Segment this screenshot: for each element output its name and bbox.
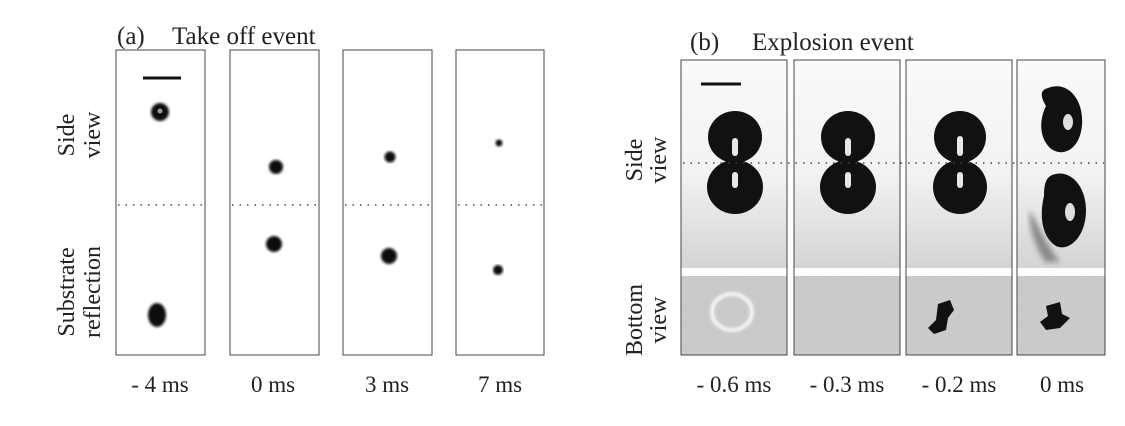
row-label-line: Substrate <box>54 247 80 336</box>
panel-label: (a) <box>117 23 145 50</box>
time-label: 0 ms <box>1040 372 1084 397</box>
droplet <box>269 160 283 174</box>
time-labels: - 0.6 ms - 0.3 ms - 0.2 ms 0 ms <box>697 372 1084 397</box>
photo-frame <box>793 59 901 356</box>
time-label: - 0.3 ms <box>810 372 885 397</box>
panel-b: (b) Explosion event Side view Bottom vie… <box>622 29 1106 397</box>
photo-frame <box>905 59 1013 356</box>
droplets <box>148 103 503 327</box>
panel-label: (b) <box>690 29 719 56</box>
reflection <box>381 248 397 264</box>
frames <box>680 59 1106 356</box>
exploding-droplet <box>1029 86 1086 262</box>
time-label: - 0.2 ms <box>922 372 997 397</box>
time-label: - 0.6 ms <box>697 372 772 397</box>
row-label-line: Bottom <box>622 284 648 356</box>
time-label: 0 ms <box>251 372 295 397</box>
panel-title: Explosion event <box>752 29 914 56</box>
photo-frame <box>455 49 545 356</box>
row-label: Side view Bottom view <box>622 136 672 356</box>
time-label: - 4 ms <box>131 372 189 397</box>
reflection <box>148 303 166 327</box>
row-label-line: view <box>80 111 106 158</box>
droplet-highlight <box>732 136 963 188</box>
droplet-pair <box>707 111 987 214</box>
reflection <box>266 236 282 252</box>
droplet <box>384 151 396 163</box>
row-label: Side view Substrate reflection <box>54 111 106 338</box>
time-label: 3 ms <box>365 372 409 397</box>
photo-frame <box>115 49 206 356</box>
frames <box>115 49 545 356</box>
photo-frame <box>342 49 433 356</box>
row-label-line: Side <box>54 114 80 157</box>
panel-a: (a) Take off event Side view Substrate r… <box>54 23 545 397</box>
photo-frame <box>1016 59 1106 356</box>
bottom-features <box>710 292 1070 334</box>
noise <box>794 276 900 355</box>
reflection <box>493 265 503 275</box>
time-labels: - 4 ms 0 ms 3 ms 7 ms <box>131 372 522 397</box>
time-label: 7 ms <box>478 372 522 397</box>
row-label-line: Side <box>622 139 648 182</box>
droplet <box>495 139 503 147</box>
noise <box>906 276 1012 355</box>
panel-title: Take off event <box>172 23 316 50</box>
row-label-line: reflection <box>80 246 106 338</box>
noise <box>681 276 787 355</box>
droplets <box>683 86 1104 262</box>
contact-ring <box>710 292 754 332</box>
row-label-line: view <box>646 296 672 343</box>
photo-frame <box>229 49 320 356</box>
photo-frame <box>680 59 788 356</box>
row-label-line: view <box>646 136 672 183</box>
droplet-highlight <box>1063 114 1075 221</box>
bottom-views <box>681 276 1105 355</box>
dark-spot <box>928 300 954 334</box>
droplet-highlight <box>157 108 163 114</box>
dark-spot <box>1040 302 1070 330</box>
